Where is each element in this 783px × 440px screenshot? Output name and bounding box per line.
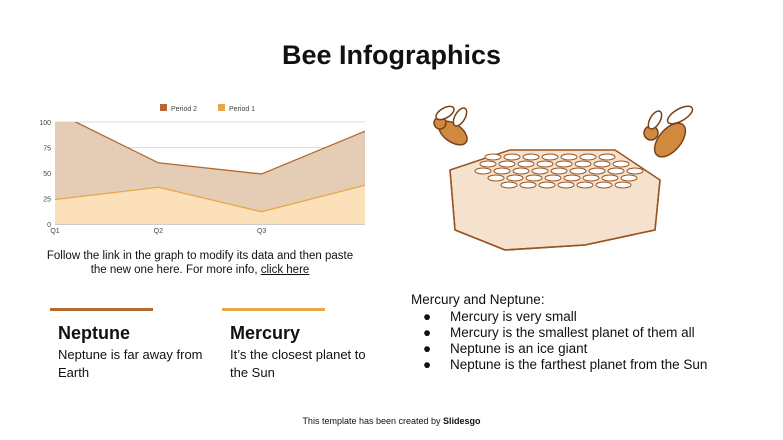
footer-text: This template has been created by <box>302 416 444 426</box>
area-chart[interactable]: 0 25 50 75 100 Q1 Q2 Q3 Period 2 Period 1 <box>30 100 375 240</box>
brand-link[interactable]: Slidesgo <box>443 416 481 426</box>
list-item: ● Mercury is the smallest planet of them … <box>411 325 707 341</box>
honeycomb-cell <box>598 153 616 161</box>
honeycomb-cell <box>607 167 625 175</box>
more-info-link[interactable]: click here <box>260 264 310 276</box>
y-tick-label: 100 <box>39 120 51 127</box>
honeycomb-cell <box>555 160 573 168</box>
honeycomb-cell <box>588 167 606 175</box>
honeycomb-cell <box>626 167 644 175</box>
honeycomb-cell <box>612 160 630 168</box>
mercury-divider <box>222 308 325 311</box>
honeycomb-cell <box>484 153 502 161</box>
list-item: ● Mercury is very small <box>411 309 707 325</box>
honeycomb-cell <box>576 181 594 189</box>
honeycomb-cell <box>498 160 516 168</box>
honeycomb-cell <box>574 160 592 168</box>
honeycomb-cell <box>493 167 511 175</box>
list-item-text: Neptune is an ice giant <box>450 341 588 356</box>
chart-note: Follow the link in the graph to modify i… <box>40 249 360 277</box>
honeycomb-cell <box>557 181 575 189</box>
page-title: Bee Infographics <box>281 40 502 70</box>
honeycomb-cell <box>544 174 562 182</box>
honeycomb-cell <box>479 160 497 168</box>
x-tick-label: Q3 <box>257 228 266 235</box>
note-text: Follow the link in the graph to modify i… <box>46 250 354 276</box>
bullet-icon: ● <box>423 341 432 356</box>
y-tick-label: 0 <box>47 222 51 229</box>
honeycomb-cell <box>525 174 543 182</box>
list-item: ● Neptune is the farthest planet from the… <box>411 357 707 373</box>
honeycomb-cell <box>560 153 578 161</box>
honeycomb-cell <box>487 174 505 182</box>
y-tick-label: 50 <box>43 171 51 178</box>
bee-icon <box>433 105 468 146</box>
honeycomb-cell <box>595 181 613 189</box>
list-heading: Mercury and Neptune: <box>411 292 545 307</box>
honeycomb-cells <box>474 153 644 189</box>
honeycomb-cell <box>541 153 559 161</box>
honeycomb-cell <box>614 181 632 189</box>
legend-swatch <box>160 104 167 111</box>
honeycomb-cell <box>601 174 619 182</box>
honeycomb-cell <box>593 160 611 168</box>
honeycomb-cell <box>569 167 587 175</box>
legend-label: Period 1 <box>229 106 255 113</box>
y-tick-label: 25 <box>43 197 51 204</box>
neptune-divider <box>50 308 153 311</box>
y-tick-label: 75 <box>43 146 51 153</box>
bullet-list: Mercury and Neptune: ● Mercury is very sm… <box>411 292 707 373</box>
bee-honeycomb-illustration <box>433 105 694 251</box>
bee-icon <box>643 105 694 158</box>
neptune-title: Neptune <box>58 323 130 343</box>
list-item-text: Mercury is the smallest planet of them a… <box>450 325 695 340</box>
series-line <box>74 122 365 175</box>
list-item-text: Mercury is very small <box>450 309 577 324</box>
neptune-text: Neptune is far away from Earth <box>58 347 203 380</box>
bullet-icon: ● <box>423 309 432 324</box>
honeycomb-cell <box>517 160 535 168</box>
honeycomb-cell <box>506 174 524 182</box>
honeycomb-cell <box>522 153 540 161</box>
honeycomb-cell <box>538 181 556 189</box>
series-line <box>55 184 365 213</box>
series-area <box>55 185 365 224</box>
honeycomb-cell <box>519 181 537 189</box>
honeycomb-cell <box>474 167 492 175</box>
list-item-text: Neptune is the farthest planet from the … <box>450 357 708 372</box>
bullet-icon: ● <box>423 325 432 340</box>
mercury-title: Mercury <box>230 323 301 343</box>
honeycomb-cell <box>579 153 597 161</box>
honeycomb-cell <box>500 181 518 189</box>
honeycomb-cell <box>512 167 530 175</box>
honeycomb-cell <box>503 153 521 161</box>
x-tick-label: Q2 <box>154 228 163 235</box>
footer: This template has been created by Slides… <box>0 416 783 426</box>
list-item: ● Neptune is an ice giant <box>411 341 707 357</box>
honeycomb-cell <box>536 160 554 168</box>
honeycomb-cell <box>563 174 581 182</box>
honeycomb-cell <box>531 167 549 175</box>
legend-swatch <box>218 104 225 111</box>
mercury-text: It’s the closest planet to the Sun <box>230 347 366 380</box>
honeycomb-cell <box>550 167 568 175</box>
honeycomb-cell <box>620 174 638 182</box>
legend-label: Period 2 <box>171 106 197 113</box>
x-tick-label: Q1 <box>50 228 59 235</box>
bullet-icon: ● <box>423 357 432 372</box>
honeycomb-cell <box>582 174 600 182</box>
